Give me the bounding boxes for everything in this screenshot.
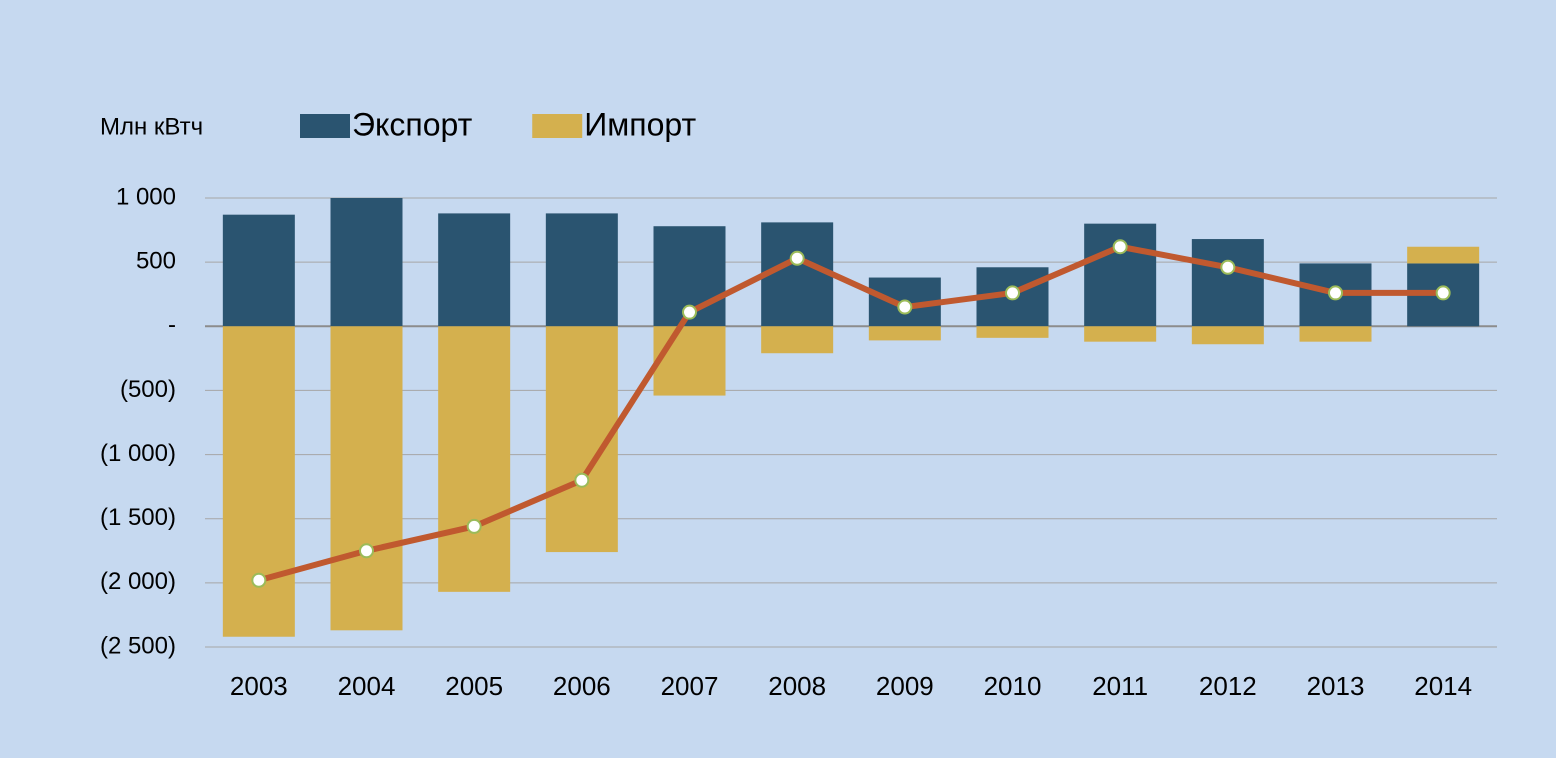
- marker: [682, 304, 697, 320]
- x-tick-label: 2011: [1092, 671, 1148, 701]
- legend-label: Экспорт: [352, 106, 473, 142]
- bar: [330, 198, 403, 327]
- x-tick-label: 2005: [445, 671, 503, 701]
- bar: [1299, 326, 1372, 342]
- marker: [359, 543, 374, 559]
- bar: [330, 326, 403, 631]
- y-tick-label: 1 000: [116, 183, 176, 210]
- bar: [438, 213, 511, 327]
- marker: [1328, 285, 1343, 301]
- y-tick-label: (2 000): [100, 568, 176, 595]
- marker: [897, 299, 913, 315]
- bar: [1084, 223, 1157, 327]
- y-tick-label: -: [168, 312, 176, 339]
- bar: [438, 326, 511, 592]
- x-tick-label: 2009: [876, 671, 934, 701]
- x-tick-label: 2004: [338, 671, 396, 701]
- x-tick-label: 2010: [984, 671, 1042, 701]
- x-tick-label: 2012: [1199, 671, 1257, 701]
- y-axis-label: Млн кВтч: [100, 113, 203, 140]
- x-tick-label: 2014: [1414, 671, 1472, 701]
- bar: [222, 326, 295, 637]
- x-tick-label: 2007: [661, 671, 719, 701]
- marker: [1005, 285, 1020, 301]
- bar: [545, 213, 618, 327]
- bar: [1191, 239, 1264, 327]
- marker: [574, 472, 590, 488]
- bar: [1407, 246, 1480, 264]
- y-tick-label: (500): [120, 376, 176, 403]
- legend-swatch: [532, 114, 583, 138]
- x-tick-label: 2003: [230, 671, 288, 701]
- marker: [1435, 285, 1451, 301]
- y-tick-label: (1 000): [100, 440, 176, 467]
- bar: [976, 326, 1049, 338]
- marker: [466, 518, 482, 534]
- y-tick-label: (2 500): [100, 632, 176, 659]
- x-tick-label: 2008: [768, 671, 826, 701]
- bar: [653, 326, 726, 396]
- bar: [761, 222, 834, 327]
- bar: [1084, 326, 1157, 342]
- legend-label: Импорт: [584, 106, 696, 142]
- marker: [251, 572, 267, 588]
- marker: [1112, 239, 1128, 255]
- y-tick-label: 500: [136, 247, 176, 274]
- x-tick-label: 2013: [1307, 671, 1365, 701]
- bar: [868, 326, 941, 341]
- bar: [1191, 326, 1264, 345]
- bar: [761, 326, 834, 354]
- marker: [789, 250, 805, 266]
- line: [258, 243, 1444, 584]
- marker: [1220, 259, 1236, 275]
- x-tick-label: 2006: [553, 671, 611, 701]
- legend-swatch: [300, 114, 350, 138]
- y-tick-label: (1 500): [100, 504, 176, 531]
- bar: [222, 214, 295, 327]
